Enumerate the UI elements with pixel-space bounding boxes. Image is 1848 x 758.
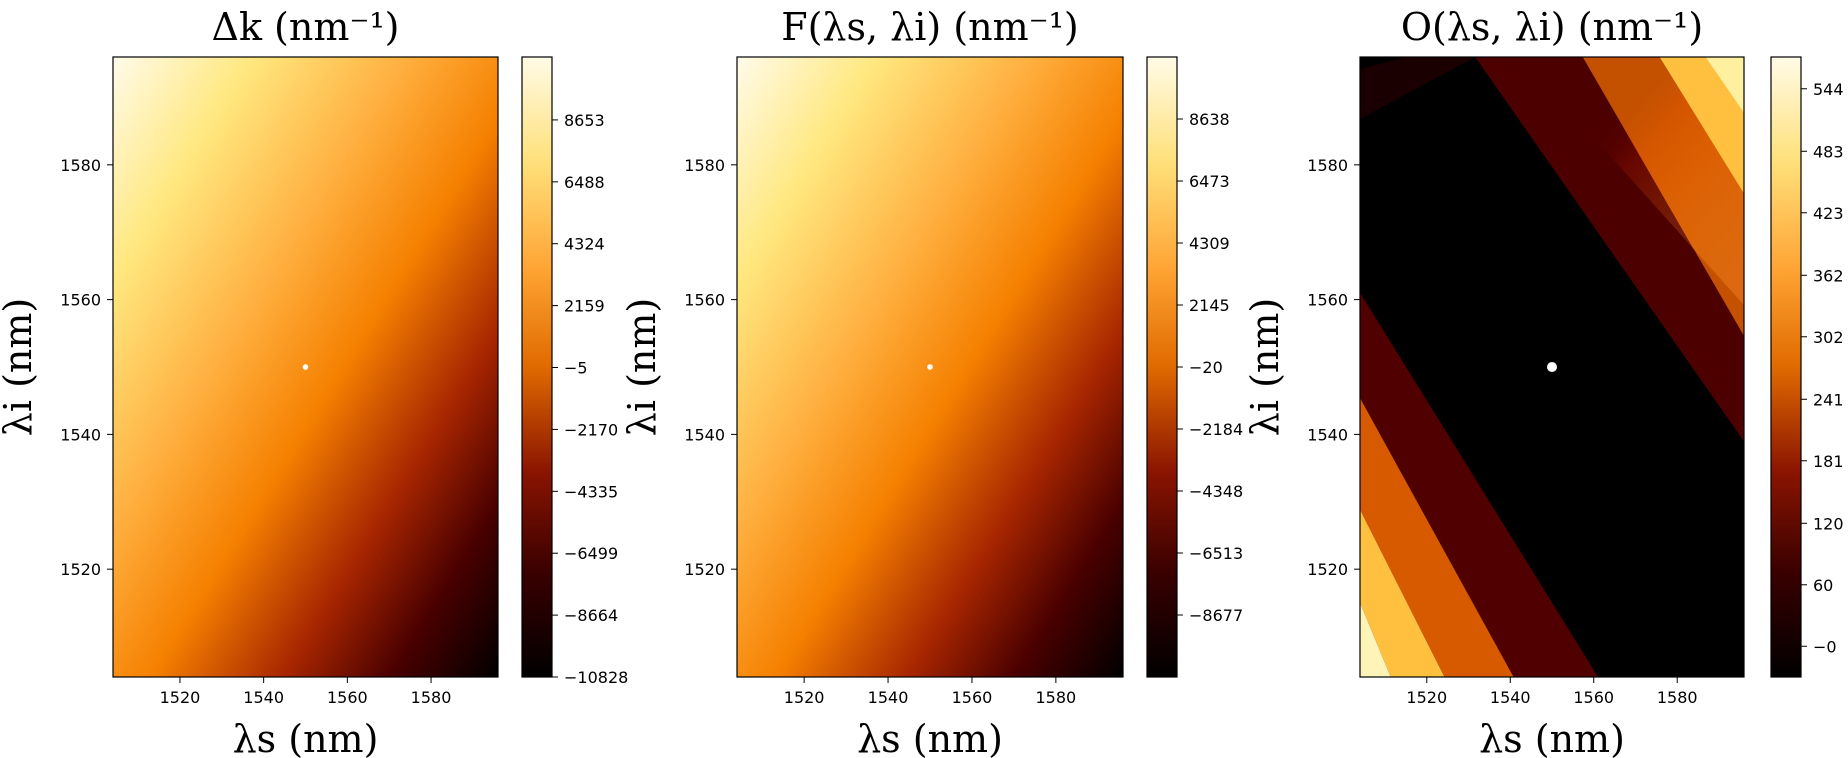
colorbar — [1770, 56, 1802, 678]
colorbar-tick-label: 362 — [1813, 266, 1844, 285]
colorbar-tick-label: 483 — [1813, 142, 1844, 161]
y-tick-label: 1520 — [684, 560, 725, 579]
x-axis-label: λs (nm) — [857, 717, 1003, 758]
x-tick-label: 1540 — [1490, 688, 1531, 707]
colorbar-tick-label: −8677 — [1189, 606, 1243, 625]
colorbar-tick-label: 544 — [1813, 80, 1844, 99]
x-axis-label: λs (nm) — [233, 717, 379, 758]
panel-f: 1520 1540 1560 1580 1520 1540 1560 1580 F(λs, λi… — [620, 5, 1243, 758]
plot-frame — [736, 56, 1124, 678]
x-tick-label: 1580 — [411, 688, 452, 707]
colorbar-tick-label: −6513 — [1189, 544, 1243, 563]
x-tick-label: 1560 — [952, 688, 993, 707]
colorbar-tick-label: 120 — [1813, 514, 1844, 533]
x-tick-label: 1520 — [160, 688, 201, 707]
y-tick-label: 1520 — [60, 560, 101, 579]
colorbar-tick-label: 2159 — [564, 297, 605, 316]
y-tick-label: 1560 — [60, 291, 101, 310]
center-marker — [927, 364, 933, 370]
colorbar-tick-label: 181 — [1813, 452, 1844, 471]
y-tick-label: 1540 — [1307, 425, 1348, 444]
heatmap-band-lower-mid — [1360, 398, 1514, 677]
colorbar-tick-label: −4335 — [564, 482, 618, 501]
colorbar-tick-label: 241 — [1813, 390, 1844, 409]
colorbar-tick-label: 423 — [1813, 204, 1844, 223]
heatmap-band-lower-bright — [1360, 509, 1445, 677]
x-axis-label: λs (nm) — [1479, 717, 1625, 758]
colorbar-tick-label: −5 — [564, 359, 588, 378]
x-tick-label: 1580 — [1657, 688, 1698, 707]
colorbar-tick-label: −20 — [1189, 358, 1223, 377]
heatmap-band-upper-peak — [1705, 57, 1744, 113]
colorbar-tick-label: 4324 — [564, 235, 605, 254]
y-tick-label: 1520 — [1307, 560, 1348, 579]
colorbar-tick-label: 8653 — [564, 111, 605, 130]
colorbar-tick-label: −2184 — [1189, 420, 1243, 439]
plot-frame — [112, 56, 499, 678]
colorbar — [521, 56, 553, 678]
center-marker — [302, 364, 309, 370]
heatmap-band-corner — [1360, 57, 1476, 119]
x-tick-label: 1520 — [784, 688, 825, 707]
colorbar-tick-label: −8664 — [564, 606, 618, 625]
heatmap-band-lower-dark — [1360, 292, 1599, 677]
colorbar-tick-label: 60 — [1813, 576, 1833, 595]
heatmap-band-upper-bright — [1659, 57, 1744, 194]
y-axis-label: λi (nm) — [0, 298, 40, 436]
plot-frame — [1359, 56, 1745, 678]
x-tick-label: 1560 — [327, 688, 368, 707]
chart-title: F(λs, λi) (nm⁻¹) — [781, 5, 1079, 49]
y-tick-label: 1580 — [1307, 156, 1348, 175]
colorbar — [1146, 56, 1178, 678]
heatmap-band-upper-mid — [1582, 57, 1744, 336]
heatmap-band-lower-peak — [1360, 602, 1391, 677]
colorbar-tick-label: −2170 — [564, 420, 618, 439]
y-tick-label: 1580 — [60, 156, 101, 175]
y-axis-label: λi (nm) — [1243, 298, 1287, 436]
chart-title: Δk (nm⁻¹) — [212, 5, 400, 49]
center-marker — [1547, 362, 1557, 372]
x-tick-label: 1520 — [1406, 688, 1447, 707]
colorbar-tick-label: 6473 — [1189, 172, 1230, 191]
colorbar-tick-label: 4309 — [1189, 234, 1230, 253]
y-tick-label: 1540 — [60, 425, 101, 444]
y-axis-label: λi (nm) — [620, 298, 664, 436]
x-tick-label: 1540 — [868, 688, 909, 707]
panel-o: 1520 1540 1560 1580 1520 1540 1560 1580 O(λs, λi… — [1243, 5, 1844, 758]
y-tick-label: 1560 — [1307, 291, 1348, 310]
colorbar-tick-label: −6499 — [564, 544, 618, 563]
panel-delta-k: 1520 1540 1560 1580 1520 1540 1560 1580 Δk (nm⁻¹… — [0, 5, 628, 758]
heatmap-band-upper-dark — [1475, 57, 1744, 442]
colorbar-tick-label: 8638 — [1189, 110, 1230, 129]
y-tick-label: 1560 — [684, 291, 725, 310]
colorbar-tick-label: 6488 — [564, 173, 605, 192]
colorbar-tick-label: −4348 — [1189, 482, 1243, 501]
x-tick-label: 1580 — [1036, 688, 1077, 707]
y-tick-label: 1540 — [684, 425, 725, 444]
x-tick-label: 1540 — [243, 688, 284, 707]
chart-title: O(λs, λi) (nm⁻¹) — [1401, 5, 1703, 49]
colorbar-tick-label: 2145 — [1189, 296, 1230, 315]
y-tick-label: 1580 — [684, 156, 725, 175]
colorbar-tick-label: −0 — [1813, 637, 1837, 656]
x-tick-label: 1560 — [1573, 688, 1614, 707]
colorbar-tick-label: 302 — [1813, 328, 1844, 347]
colorbar-tick-label: −10828 — [564, 668, 628, 687]
